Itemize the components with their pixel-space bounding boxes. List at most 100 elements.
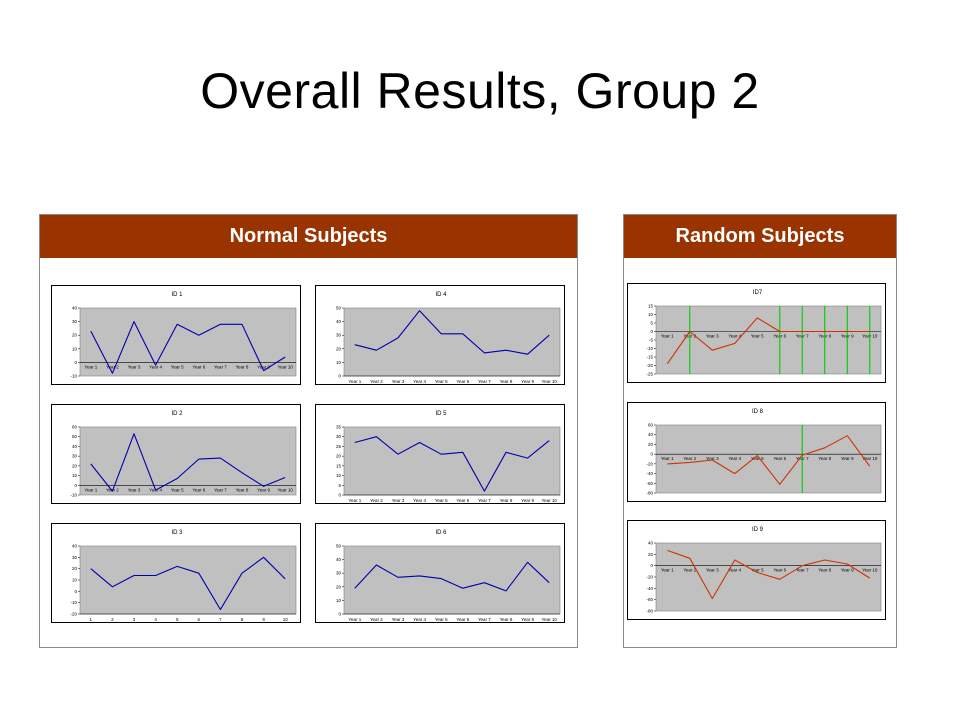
y-tick-label: -10 [646,346,653,351]
x-tick-label: Year 10 [542,379,558,384]
normal-subjects-header: Normal Subjects [40,215,577,258]
chart-id3-svg: ID 3 40 30 20 10 0 -10 -20 1 2 3 4 5 6 7 8 9 10 [70,530,297,622]
series-line [354,436,550,492]
y-tick-label: 40 [336,319,342,324]
y-tick-label: -10 [70,600,77,605]
y-tick-label: 20 [72,333,78,338]
x-tick-label: Year 3 [128,364,141,369]
y-tick-label: 35 [336,425,342,430]
random-subjects-header: Random Subjects [624,215,896,258]
chart-id7: ID7 15 10 5 0 -5 -10 -15 -20 -25 Year 1 Year 2 Year … [627,283,886,383]
chart-id4: ID 4 50 40 30 20 10 0 Year 1 Year 2 Year 3 Year 4 Y… [315,285,565,385]
y-tick-label: 20 [648,442,654,447]
x-tick-label: Year 7 [478,498,491,503]
x-tick-label: Year 9 [257,487,270,492]
y-tick-label: 20 [72,463,78,468]
y-tick-label: 0 [338,612,341,617]
plot-area [343,545,561,615]
y-tick-label: -40 [646,471,653,476]
y-tick-label: -20 [646,461,653,466]
x-tick-label: Year 10 [542,498,558,503]
plot-area [79,426,297,496]
y-tick-label: -15 [646,355,653,360]
series-line [90,433,286,492]
plot-area [343,307,561,377]
y-tick-label: 20 [648,552,654,557]
x-tick-label: Year 3 [128,487,141,492]
x-tick-label: Year 5 [171,364,184,369]
chart-id2: ID 2 60 50 40 30 20 10 0 -10 Year 1 Year 2 Year 3 Ye… [51,404,301,504]
chart-title: ID7 [753,290,763,296]
x-tick-label: Year 4 [728,456,741,461]
y-tick-label: 10 [336,473,342,478]
x-tick-label: Year 9 [521,498,534,503]
y-tick-label: 50 [336,544,342,549]
x-tick-label: Year 3 [706,456,719,461]
y-tick-label: -80 [646,491,653,496]
y-tick-label: 30 [72,319,78,324]
x-tick-label: Year 7 [478,379,491,384]
y-tick-label: 10 [72,346,78,351]
series-line [354,310,550,355]
x-tick-label: Year 5 [751,456,764,461]
x-tick-label: Year 9 [841,456,854,461]
chart-id8: ID 8 60 40 20 0 -20 -40 -60 -80 Year 1 Year 2 Year … [627,402,886,502]
x-tick-label: 1 [90,617,93,622]
chart-title: ID 9 [752,527,764,533]
chart-title: ID 2 [171,411,183,417]
x-tick-label: Year 5 [751,334,764,339]
y-tick-label: -20 [646,363,653,368]
x-tick-label: Year 6 [773,456,786,461]
y-tick-label: 0 [74,360,77,365]
x-tick-label: Year 10 [278,364,294,369]
y-tick-label: 10 [336,598,342,603]
x-tick-label: Year 7 [214,487,227,492]
x-tick-label: Year 4 [728,334,741,339]
x-tick-label: Year 10 [278,487,294,492]
chart-id3: ID 3 40 30 20 10 0 -10 -20 1 2 3 4 5 6 7 8 9 10 [51,523,301,623]
series-line [666,317,870,365]
x-tick-label: Year 4 [413,498,426,503]
x-tick-label: Year 3 [392,498,405,503]
y-tick-label: 30 [72,555,78,560]
y-tick-label: 10 [72,473,78,478]
x-tick-label: Year 3 [392,617,405,622]
series-line [667,435,871,485]
x-tick-label: Year 7 [478,617,491,622]
y-tick-label: 15 [336,463,342,468]
series-line [667,549,871,600]
x-tick-label: Year 6 [192,364,205,369]
series-line [90,321,286,374]
chart-id8-svg: ID 8 60 40 20 0 -20 -40 -60 -80 Year 1 Year 2 Year … [646,409,882,496]
x-tick-label: Year 9 [257,364,270,369]
y-tick-label: -5 [649,338,653,343]
y-tick-label: 50 [336,306,342,311]
plot-area [79,545,297,615]
plot-area [343,426,561,496]
chart-id4-svg: ID 4 50 40 30 20 10 0 Year 1 Year 2 Year 3 Year 4 Y… [336,292,561,384]
x-tick-label: Year 1 [661,334,674,339]
y-tick-label: -80 [646,609,653,614]
x-tick-label: 2 [111,617,114,622]
normal-subjects-panel: Normal Subjects ID 1 40 30 20 10 0 -10 Year 1 Ye… [39,214,578,648]
y-tick-label: 5 [338,483,341,488]
x-tick-label: Year 4 [413,617,426,622]
x-tick-label: Year 5 [435,379,448,384]
y-tick-label: 0 [74,483,77,488]
x-tick-label: Year 10 [542,617,558,622]
x-tick-label: Year 1 [348,617,361,622]
x-tick-label: 9 [262,617,265,622]
y-tick-label: 40 [72,444,78,449]
y-tick-label: 30 [336,571,342,576]
x-tick-label: Year 1 [348,379,361,384]
y-tick-label: -10 [70,493,77,498]
x-tick-label: Year 5 [435,617,448,622]
x-tick-label: Year 4 [149,364,162,369]
x-tick-label: Year 5 [751,568,764,573]
x-tick-label: Year 3 [706,334,719,339]
y-tick-label: 5 [650,321,653,326]
x-tick-label: Year 6 [456,617,469,622]
x-tick-label: Year 8 [818,568,831,573]
y-tick-label: 10 [72,578,78,583]
